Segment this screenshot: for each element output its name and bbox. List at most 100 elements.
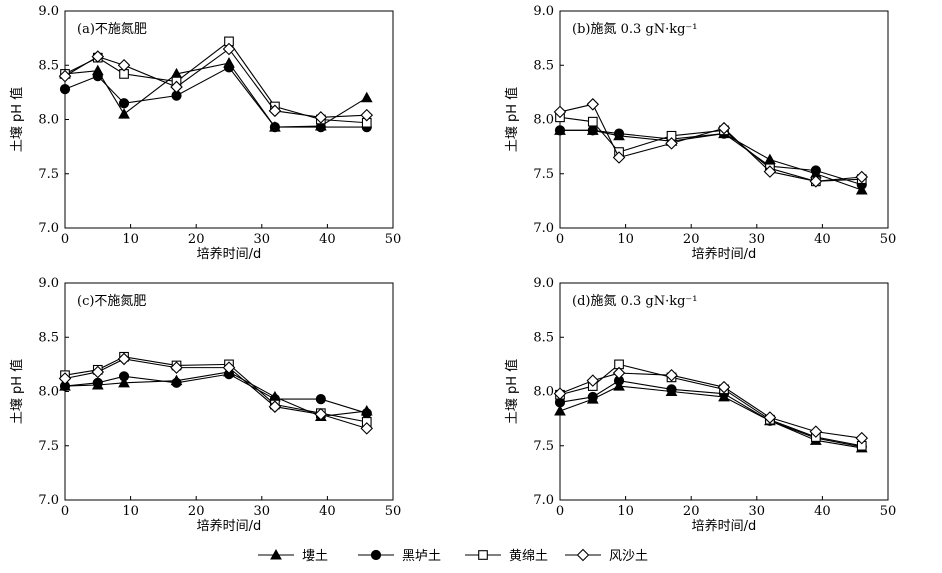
data-point xyxy=(612,366,626,380)
data-point xyxy=(118,108,130,119)
data-point xyxy=(717,380,731,394)
y-tick-label: 8.0 xyxy=(533,385,554,400)
y-tick-label: 7.5 xyxy=(533,439,554,454)
y-axis-label: 土壤 pH 值 xyxy=(504,359,520,424)
data-point xyxy=(809,425,823,438)
y-tick-label: 8.5 xyxy=(38,330,59,345)
data-point xyxy=(314,111,328,124)
data-point xyxy=(170,80,183,94)
data-point xyxy=(118,371,130,382)
y-tick-label: 8.0 xyxy=(38,385,59,400)
data-point xyxy=(360,422,374,435)
x-tick-label: 50 xyxy=(880,232,897,247)
x-tick-label: 30 xyxy=(749,504,766,519)
legend-marker xyxy=(478,550,488,560)
x-tick-label: 0 xyxy=(556,232,564,247)
x-tick-label: 40 xyxy=(319,504,336,519)
data-point xyxy=(763,411,777,424)
x-axis-label: 培养时间/d xyxy=(692,246,757,262)
series-diamond xyxy=(553,366,869,445)
data-point xyxy=(59,84,71,95)
panel-c: 0 10 20 30 40 50 7.0 7.5 8.0 8.5 9.0 培养时间/d 土壤 pH 值 (… xyxy=(9,276,401,534)
x-tick-label: 30 xyxy=(749,232,766,247)
x-tick-label: 0 xyxy=(61,504,69,519)
data-point xyxy=(118,376,130,388)
x-tick-label: 40 xyxy=(814,504,831,519)
data-point xyxy=(268,104,282,118)
series-line xyxy=(64,373,367,414)
data-point xyxy=(763,165,777,178)
x-tick-label: 20 xyxy=(188,504,205,519)
legend-label: 风沙土 xyxy=(609,549,648,564)
data-point xyxy=(665,368,678,382)
legend-item: 风沙土 xyxy=(565,548,648,564)
x-tick-label: 0 xyxy=(61,232,69,247)
legend-marker xyxy=(270,548,282,560)
data-point xyxy=(170,361,183,374)
y-tick-label: 9.0 xyxy=(38,276,59,291)
data-point xyxy=(91,50,105,63)
y-tick-label: 7.5 xyxy=(38,439,59,454)
data-point xyxy=(118,98,130,109)
legend-marker xyxy=(576,548,590,562)
data-point xyxy=(58,69,72,83)
plot-frame xyxy=(559,10,889,229)
data-point xyxy=(223,62,235,73)
series-line xyxy=(64,66,367,128)
data-point xyxy=(91,365,105,379)
series-line xyxy=(64,48,367,118)
legend-item: 黄绵土 xyxy=(465,549,548,564)
data-point xyxy=(586,98,600,111)
y-tick-label: 8.0 xyxy=(38,113,59,128)
y-tick-label: 7.0 xyxy=(533,221,554,236)
data-point xyxy=(587,125,598,136)
series-square xyxy=(60,36,372,128)
y-axis-label: 土壤 pH 值 xyxy=(9,359,25,424)
series-line xyxy=(64,358,367,429)
data-point xyxy=(613,128,625,139)
plot-frame xyxy=(64,282,394,501)
legend-label: 黑垆土 xyxy=(402,549,441,564)
data-point xyxy=(554,125,566,136)
y-axis-label: 土壤 pH 值 xyxy=(504,87,520,152)
x-tick-label: 10 xyxy=(122,504,139,519)
series-circle xyxy=(59,369,372,419)
y-tick-label: 8.5 xyxy=(38,58,59,73)
series-line xyxy=(64,40,367,124)
data-point xyxy=(612,151,626,164)
data-point xyxy=(666,384,677,395)
y-tick-label: 7.0 xyxy=(533,493,554,508)
data-point xyxy=(222,42,236,56)
data-point xyxy=(269,121,281,133)
data-point xyxy=(315,393,326,405)
x-axis-label: 培养时间/d xyxy=(197,246,262,262)
x-axis-label: 培养时间/d xyxy=(692,518,757,534)
y-tick-label: 9.0 xyxy=(533,4,554,19)
data-point xyxy=(92,377,103,388)
x-tick-label: 30 xyxy=(254,232,271,247)
x-tick-label: 30 xyxy=(254,504,271,519)
y-tick-label: 8.5 xyxy=(533,58,554,73)
data-point xyxy=(171,377,182,388)
series-line xyxy=(559,103,862,182)
data-point xyxy=(553,387,567,400)
series-line xyxy=(559,380,862,448)
data-point xyxy=(268,400,282,413)
data-point xyxy=(587,391,598,403)
y-tick-label: 7.5 xyxy=(533,167,554,182)
data-point xyxy=(360,91,373,103)
data-point xyxy=(554,405,566,416)
legend: 塿土 黑垆土 黄绵土 风沙土 xyxy=(258,548,648,564)
data-point xyxy=(855,170,869,184)
x-tick-label: 20 xyxy=(683,232,700,247)
series-square xyxy=(555,359,867,451)
x-tick-label: 20 xyxy=(188,232,205,247)
data-point xyxy=(717,121,731,135)
data-point xyxy=(553,105,567,119)
panel-title: (d)施氮 0.3 gN·kg⁻¹ xyxy=(572,294,698,309)
panel-d: 0 10 20 30 40 50 7.0 7.5 8.0 8.5 9.0 培养时间/d 土壤 pH 值 (… xyxy=(504,276,896,534)
data-point xyxy=(586,374,600,387)
legend-label: 塿土 xyxy=(302,549,328,564)
data-point xyxy=(92,71,103,82)
